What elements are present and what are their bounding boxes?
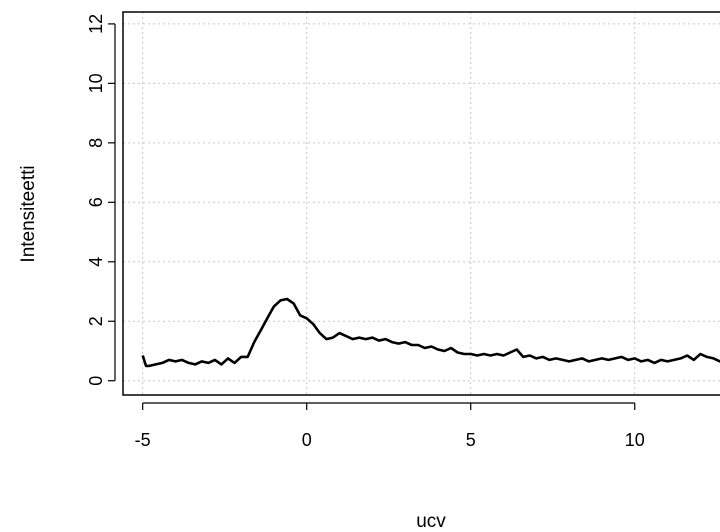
x-tick-label: 5 <box>466 430 476 450</box>
y-tick-label: 6 <box>86 197 106 207</box>
x-axis-title: ucv <box>416 511 446 532</box>
y-tick-label: 10 <box>86 73 106 93</box>
plot-frame <box>122 11 720 396</box>
x-tick-label: -5 <box>135 430 151 450</box>
y-tick-label: 4 <box>86 257 106 267</box>
intensity-series-line <box>141 297 720 368</box>
y-tick-label: 8 <box>86 138 106 148</box>
grid <box>123 12 720 395</box>
axes: -5 0 5 10 0 2 4 6 8 10 12 <box>86 14 645 450</box>
x-tick-label: 0 <box>302 430 312 450</box>
y-axis-title: Intensiteetti <box>18 165 39 262</box>
y-tick-label: 12 <box>86 14 106 34</box>
x-tick-label: 10 <box>625 430 645 450</box>
y-tick-label: 2 <box>86 316 106 326</box>
y-tick-label: 0 <box>86 376 106 386</box>
